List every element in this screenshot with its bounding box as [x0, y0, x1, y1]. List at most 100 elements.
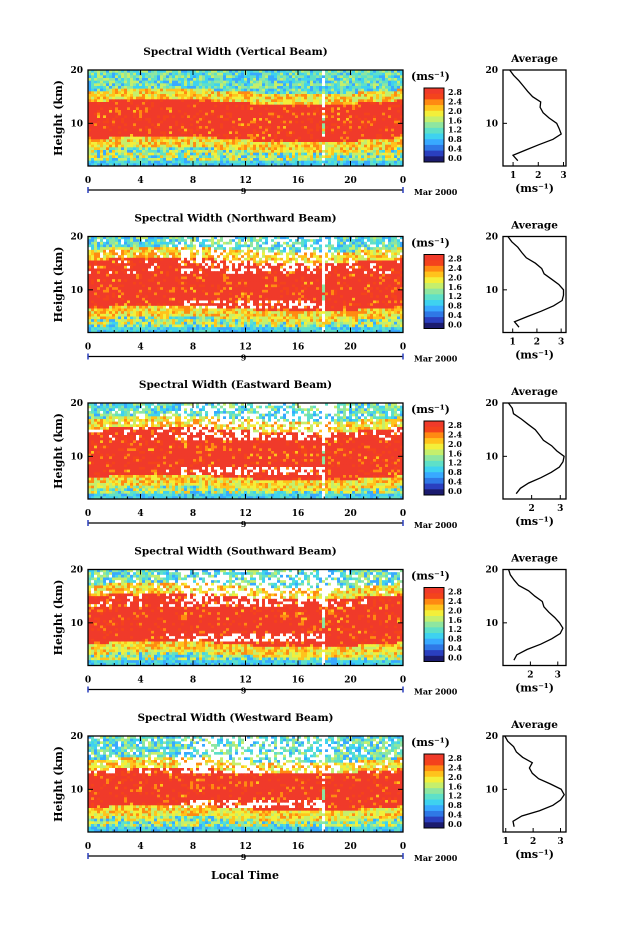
heatmap-cell — [202, 255, 205, 258]
heatmap-cell — [277, 73, 280, 76]
heatmap-cell — [193, 99, 196, 102]
heatmap-cell — [223, 121, 226, 124]
heatmap-cell — [214, 147, 217, 150]
heatmap-cell — [235, 153, 238, 156]
heatmap-cell — [205, 250, 208, 253]
heatmap-cell — [145, 73, 148, 76]
heatmap-cell — [343, 105, 346, 108]
heatmap-cell — [268, 73, 271, 76]
heatmap-cell — [220, 89, 223, 92]
heatmap-cell — [337, 99, 340, 102]
heatmap-cell — [220, 258, 223, 261]
heatmap-cell — [163, 126, 166, 129]
heatmap-cell — [133, 134, 136, 137]
heatmap-cell — [91, 91, 94, 94]
heatmap-cell — [256, 239, 259, 242]
heatmap-cell — [370, 126, 373, 129]
heatmap-cell — [328, 155, 331, 158]
heatmap-cell — [220, 105, 223, 108]
heatmap-cell — [361, 105, 364, 108]
heatmap-cell — [304, 105, 307, 108]
heatmap-cell — [169, 263, 172, 266]
heatmap-cell — [286, 105, 289, 108]
heatmap-cell — [100, 129, 103, 132]
heatmap-cell — [115, 155, 118, 158]
heatmap-cell — [226, 247, 229, 250]
heatmap-cell — [91, 118, 94, 121]
heatmap-cell — [154, 78, 157, 81]
heatmap-cell — [307, 86, 310, 89]
heatmap-cell — [211, 247, 214, 250]
heatmap-cell — [121, 263, 124, 266]
heatmap-cell — [235, 99, 238, 102]
heatmap-cell — [268, 91, 271, 94]
heatmap-cell — [349, 258, 352, 261]
heatmap-cell — [301, 245, 304, 248]
heatmap-cell — [205, 253, 208, 256]
heatmap-cell — [376, 139, 379, 142]
heatmap-cell — [91, 131, 94, 134]
heatmap-cell — [94, 250, 97, 253]
heatmap-cell — [325, 247, 328, 250]
heatmap-cell — [208, 247, 211, 250]
heatmap-cell — [130, 161, 133, 164]
heatmap-cell — [262, 147, 265, 150]
heatmap-cell — [247, 242, 250, 245]
heatmap-cell — [340, 147, 343, 150]
heatmap-cell — [205, 115, 208, 118]
heatmap-cell — [223, 97, 226, 100]
heatmap-cell — [199, 89, 202, 92]
heatmap-cell — [238, 129, 241, 132]
panel-title: Spectral Width (Vertical Beam) — [143, 46, 327, 58]
heatmap-cell — [265, 126, 268, 129]
heatmap-cell — [226, 89, 229, 92]
heatmap-cell — [271, 137, 274, 140]
heatmap-cell — [349, 86, 352, 89]
heatmap-cells — [88, 237, 403, 333]
heatmap-cell — [121, 113, 124, 116]
heatmap-cell — [154, 113, 157, 116]
heatmap-cell — [121, 73, 124, 76]
heatmap-cell — [196, 129, 199, 132]
heatmap-cell — [178, 115, 181, 118]
heatmap-cell — [262, 129, 265, 132]
heatmap-cell — [334, 121, 337, 124]
heatmap-cell — [214, 255, 217, 258]
heatmap-cell — [247, 107, 250, 110]
heatmap-cell — [157, 145, 160, 148]
heatmap-cell — [268, 137, 271, 140]
heatmap-cell — [190, 158, 193, 161]
heatmap-cell — [373, 102, 376, 105]
heatmap-cell — [205, 110, 208, 113]
heatmap-cell — [319, 73, 322, 76]
heatmap-cell — [253, 94, 256, 97]
heatmap-cell — [175, 250, 178, 253]
heatmap-cell — [352, 247, 355, 250]
heatmap-cell — [337, 142, 340, 145]
heatmap-cell — [106, 99, 109, 102]
heatmap-cell — [124, 137, 127, 140]
heatmap-cell — [331, 123, 334, 126]
heatmap-cell — [361, 115, 364, 118]
heatmap-cell — [361, 147, 364, 150]
heatmap-cell — [316, 75, 319, 78]
heatmap-cell — [271, 126, 274, 129]
heatmap-cell — [355, 161, 358, 164]
colorbar-swatch — [424, 122, 444, 125]
heatmap-cell — [352, 239, 355, 242]
heatmap-cell — [388, 73, 391, 76]
heatmap-cell — [115, 91, 118, 94]
heatmap-cell — [160, 245, 163, 248]
heatmap-cell — [127, 83, 130, 86]
heatmap-cell — [295, 89, 298, 92]
heatmap-cell — [244, 137, 247, 140]
heatmap-cell — [385, 261, 388, 264]
heatmap-cell — [136, 253, 139, 256]
heatmap-cell — [346, 94, 349, 97]
heatmap-cell — [382, 99, 385, 102]
heatmap-cell — [136, 258, 139, 261]
heatmap-cell — [256, 150, 259, 153]
heatmap-cell — [283, 131, 286, 134]
heatmap-cell — [358, 105, 361, 108]
heatmap-cell — [331, 113, 334, 116]
